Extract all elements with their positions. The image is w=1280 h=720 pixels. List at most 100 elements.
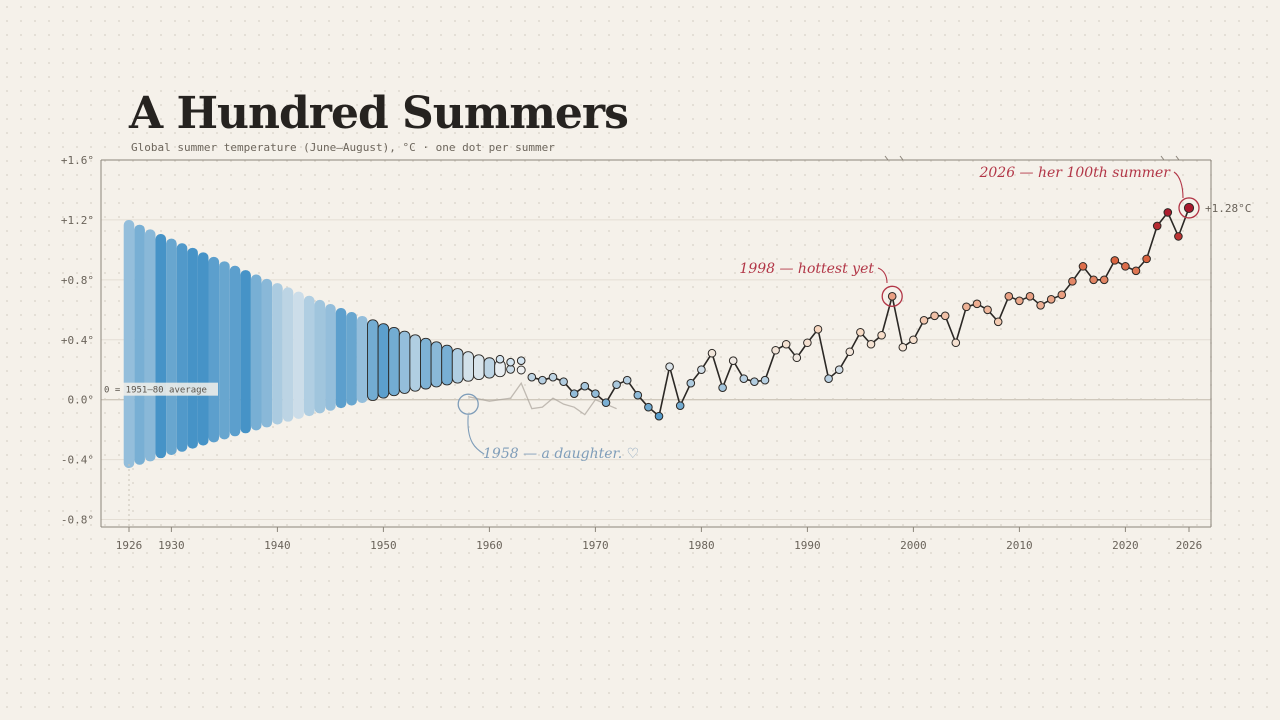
annotations: 1958 — a daughter. ♡ 1998 — hottest yet … [457,165,1251,462]
x-tick-label: 1930 [158,539,185,552]
early-summer-bar [187,247,198,449]
summer-dot [919,315,929,325]
summer-dot [548,372,558,382]
summer-dot [940,311,950,321]
summer-dot [697,365,706,375]
summer-dot [601,398,611,407]
summer-dot [559,377,568,386]
summer-dot [877,330,886,340]
early-summer-bar [388,326,400,397]
leader-1998 [877,267,888,284]
summer-dot [993,317,1003,327]
top-bracket-tick [1160,155,1165,161]
summer-dot [612,380,621,389]
summer-dot [951,338,961,348]
ghost-line [468,381,617,416]
early-summer-bar [325,304,336,411]
summer-dot [781,339,791,349]
summer-dot [569,389,579,398]
x-tick-label: 1950 [370,539,397,552]
summer-dot [728,356,738,366]
top-bracket-tick [884,155,889,161]
early-summer-bar [123,220,135,468]
y-tick-label: +0.4° [61,334,94,347]
early-summer-bar [314,299,326,414]
temperature-series-line [531,207,1190,417]
early-summers-fan [123,220,526,468]
summer-dot [516,356,526,366]
summer-dot [506,357,515,367]
summer-dot [898,342,908,352]
x-tick-label: 2026 [1176,539,1203,552]
summer-dot [887,292,897,301]
early-summer-bar [451,348,464,384]
summer-dot [1142,254,1151,264]
summer-dot [644,402,653,412]
summer-dot [633,390,643,400]
top-bracket-tick [899,155,904,161]
x-tick-label: 2020 [1112,539,1139,552]
axes: +1.6° +1.2° +0.8° +0.4° 0.0° -0.4° -0.8° 1926 19… [61,154,1212,552]
summer-dot [1152,221,1162,231]
end-value-label: +1.28°C [1205,202,1251,215]
early-summer-bar [367,319,379,401]
summer-dot [654,411,664,421]
summer-dot [813,324,823,334]
summer-dot [527,372,537,382]
summer-dot [983,305,992,315]
y-tick-label: -0.8° [61,514,94,527]
early-summer-bar [409,334,421,392]
summer-dot [866,339,876,349]
early-summer-bar [261,278,273,428]
chart-subtitle: Global summer temperature (June–August),… [131,141,555,154]
summer-dot [591,389,600,398]
summer-dot [856,327,865,337]
early-summer-bar [166,238,177,455]
summer-dot [495,354,505,364]
early-summer-bar [197,252,209,446]
summer-dot [1089,275,1098,285]
x-tick-label: 2000 [900,539,927,552]
summer-dot [1057,290,1067,300]
early-summer-bar [219,261,230,440]
early-summer-bar [155,234,167,459]
summer-dot [580,381,590,391]
annotation-1998: 1998 — hottest yet [739,261,874,277]
top-bracket-tick [1175,155,1180,161]
y-tick-label: +1.2° [61,214,94,227]
early-summer-bar [250,274,262,431]
summer-dot [675,401,685,410]
y-tick-label: 0.0° [68,394,95,407]
early-summers-ghost-line [468,381,617,416]
summer-dot [1025,292,1035,301]
early-summer-bar [420,337,432,390]
summer-dot [1131,266,1141,276]
summer-dot [930,311,939,321]
summer-dot [1183,202,1195,214]
early-summer-bar [229,265,241,437]
ring-1998 [881,285,903,307]
early-summer-bar [473,354,485,381]
summer-dot [803,338,812,348]
leader-1958 [467,415,485,455]
summer-dot [1163,208,1173,217]
summer-dot [707,348,717,358]
baseline-label-group: 0 = 1951–80 average [102,382,218,396]
early-summer-bar [303,295,315,417]
baseline-label: 0 = 1951–80 average [104,386,207,396]
annotation-2026: 2026 — her 100th summer [978,165,1171,181]
summer-dot [739,374,749,384]
summer-dot [909,335,918,345]
early-summer-bar [272,283,283,425]
early-summer-bar [208,256,220,443]
early-summer-bar [144,229,156,462]
early-summer-bar [176,243,188,452]
x-tick-label: 1926 [116,539,143,552]
summer-dot [1046,295,1056,304]
early-summer-bar [441,344,453,386]
early-summer-bar [430,341,443,388]
y-tick-label: +0.8° [61,274,94,287]
summer-dot [1004,292,1014,301]
early-summer-bar [293,291,304,419]
